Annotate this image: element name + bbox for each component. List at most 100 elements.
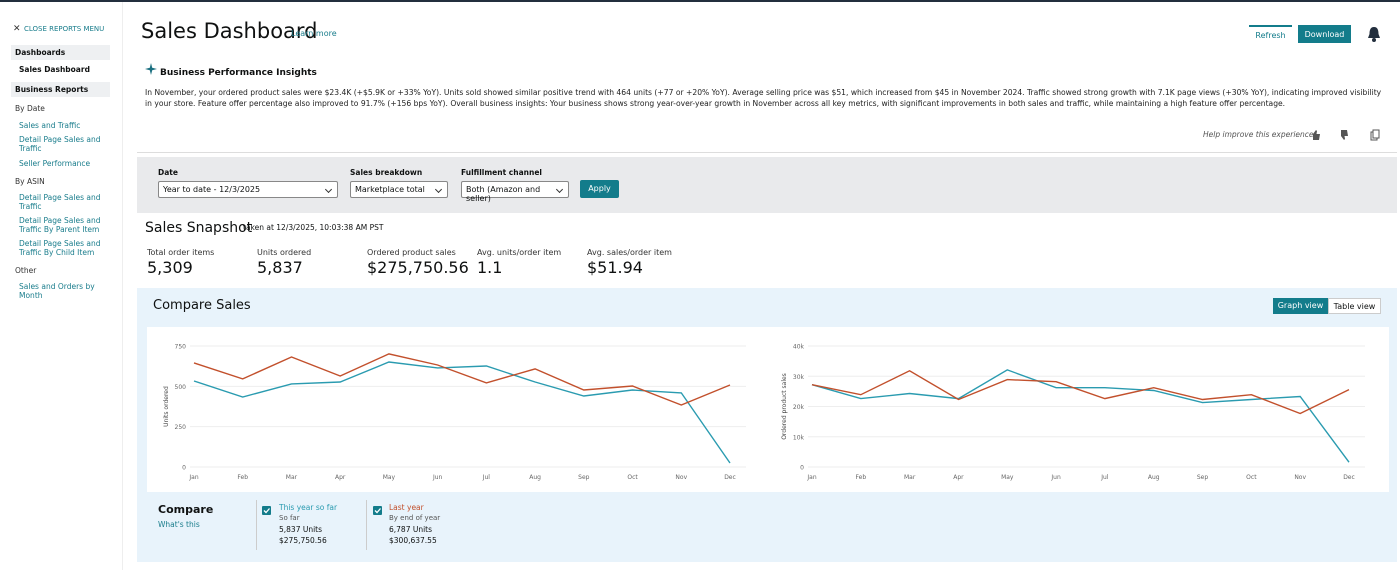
feedback-icons[interactable] bbox=[1310, 129, 1382, 141]
legend-series-name: Last year bbox=[389, 503, 424, 512]
nav-link[interactable]: Detail Page Sales and Traffic By Parent … bbox=[19, 216, 101, 234]
section-heading: Business Reports bbox=[11, 82, 110, 97]
series-line bbox=[193, 353, 731, 406]
metric-value: $275,750.56 bbox=[367, 258, 469, 277]
compare-legend-title: Compare bbox=[158, 503, 214, 516]
checkbox[interactable] bbox=[373, 506, 382, 515]
series-line bbox=[193, 361, 731, 464]
metric-label: Avg. units/order item bbox=[477, 248, 562, 257]
table-view-button[interactable]: Table view bbox=[1328, 298, 1381, 314]
y-tick-label: 500 bbox=[175, 384, 187, 391]
whats-this-link[interactable]: What's this bbox=[158, 520, 200, 529]
download-button[interactable]: Download bbox=[1298, 25, 1351, 43]
sparkle-icon bbox=[145, 63, 157, 75]
filter-select[interactable]: Both (Amazon and seller) bbox=[461, 181, 569, 203]
close-icon: ✕ bbox=[13, 24, 21, 34]
legend-note: By end of year bbox=[389, 514, 441, 522]
close-menu-link[interactable]: CLOSE REPORTS MENU bbox=[24, 25, 105, 33]
apply-button[interactable]: Apply bbox=[580, 180, 619, 198]
graph-view-button[interactable]: Graph view bbox=[1273, 298, 1328, 314]
y-tick-label: 10k bbox=[793, 434, 805, 441]
section-heading: Dashboards bbox=[11, 45, 110, 60]
x-tick-label: Apr bbox=[335, 474, 346, 481]
series-line bbox=[811, 369, 1350, 463]
checkbox[interactable] bbox=[262, 506, 271, 515]
group-heading: By Date bbox=[15, 104, 45, 113]
divider bbox=[366, 500, 367, 550]
x-tick-label: Aug bbox=[529, 474, 541, 481]
y-tick-label: 0 bbox=[182, 465, 186, 472]
x-tick-label: Jun bbox=[1050, 474, 1061, 481]
y-tick-label: 30k bbox=[793, 374, 805, 381]
nav-link[interactable]: Sales and Orders by Month bbox=[19, 282, 95, 300]
y-tick-label: 750 bbox=[175, 344, 187, 351]
x-tick-label: Dec bbox=[1343, 474, 1355, 481]
x-tick-label: Jan bbox=[188, 474, 198, 481]
x-tick-label: Mar bbox=[904, 474, 916, 481]
x-tick-label: Jan bbox=[806, 474, 816, 481]
metric-value: 5,837 bbox=[257, 258, 303, 277]
legend-note: So far bbox=[279, 514, 300, 522]
metric-value: 1.1 bbox=[477, 258, 503, 277]
y-axis-title: Units ordered bbox=[163, 386, 170, 427]
nav-link[interactable]: Sales and Traffic bbox=[19, 121, 81, 130]
x-tick-label: Aug bbox=[1148, 474, 1160, 481]
nav-link[interactable]: Seller Performance bbox=[19, 159, 91, 168]
metric-label: Avg. sales/order item bbox=[587, 248, 672, 257]
feedback-prompt: Help improve this experience bbox=[1203, 130, 1314, 139]
x-tick-label: Nov bbox=[675, 474, 687, 481]
metric-label: Ordered product sales bbox=[367, 248, 456, 257]
refresh-button[interactable]: Refresh bbox=[1249, 25, 1292, 43]
y-axis-title: Ordered product sales bbox=[781, 373, 788, 440]
metric-label: Units ordered bbox=[257, 248, 312, 257]
x-tick-label: May bbox=[383, 474, 396, 481]
legend-units: 6,787 Units bbox=[389, 525, 433, 534]
sidebar: ✕ CLOSE REPORTS MENU Dashboards Sales Dashb… bbox=[0, 2, 123, 570]
line-chart: 0 250 500 750 Jan Feb Mar Apr May Jun Jul Aug Sep Oct… bbox=[163, 344, 746, 481]
nav-link[interactable]: Detail Page Sales and Traffic bbox=[19, 193, 101, 211]
compare-title: Compare Sales bbox=[153, 298, 251, 313]
filter-select[interactable]: Marketplace total bbox=[350, 181, 448, 198]
nav-link[interactable]: Detail Page Sales and Traffic bbox=[19, 135, 101, 153]
snapshot-timestamp: taken at 12/3/2025, 10:03:38 AM PST bbox=[243, 223, 384, 232]
bell-icon[interactable] bbox=[1366, 26, 1382, 43]
filter-select[interactable]: Year to date - 12/3/2025 bbox=[158, 181, 338, 198]
x-tick-label: May bbox=[1001, 474, 1014, 481]
x-tick-label: Dec bbox=[724, 474, 736, 481]
top-border bbox=[0, 0, 1400, 2]
check-mark bbox=[374, 508, 381, 514]
legend-series-name: This year so far bbox=[279, 503, 338, 512]
learn-more-link[interactable]: Learn more bbox=[291, 29, 337, 38]
y-tick-label: 20k bbox=[793, 404, 805, 411]
x-tick-label: Mar bbox=[286, 474, 298, 481]
legend-sales: $275,750.56 bbox=[279, 536, 327, 545]
group-heading: By ASIN bbox=[15, 177, 45, 186]
x-tick-label: Sep bbox=[578, 474, 590, 481]
x-tick-label: Oct bbox=[627, 474, 638, 481]
divider bbox=[256, 500, 257, 550]
nav-link[interactable]: Detail Page Sales and Traffic By Child I… bbox=[19, 239, 101, 257]
legend-units: 5,837 Units bbox=[279, 525, 323, 534]
legend-sales: $300,637.55 bbox=[389, 536, 437, 545]
insights-title: Business Performance Insights bbox=[160, 68, 317, 78]
filter-bar bbox=[137, 157, 1397, 213]
x-tick-label: Nov bbox=[1294, 474, 1306, 481]
y-tick-label: 40k bbox=[793, 344, 805, 351]
filter-label: Sales breakdown bbox=[350, 168, 423, 177]
filter-label: Fulfillment channel bbox=[461, 168, 542, 177]
x-tick-label: Jul bbox=[482, 474, 491, 481]
x-tick-label: Jul bbox=[1100, 474, 1109, 481]
line-chart: 0 10k 20k 30k 40k Jan Feb Mar Apr May Jun Jul Aug Sep… bbox=[781, 344, 1365, 481]
x-tick-label: Oct bbox=[1246, 474, 1257, 481]
chart-panel bbox=[147, 327, 1389, 492]
check-mark bbox=[263, 508, 270, 514]
group-heading: Other bbox=[15, 266, 37, 275]
metric-label: Total order items bbox=[147, 248, 215, 257]
x-tick-label: Jun bbox=[432, 474, 443, 481]
x-tick-label: Sep bbox=[1197, 474, 1209, 481]
nav-item-active[interactable]: Sales Dashboard bbox=[19, 65, 90, 74]
y-tick-label: 0 bbox=[800, 465, 804, 472]
series-line bbox=[811, 370, 1350, 415]
x-tick-label: Feb bbox=[856, 474, 867, 481]
